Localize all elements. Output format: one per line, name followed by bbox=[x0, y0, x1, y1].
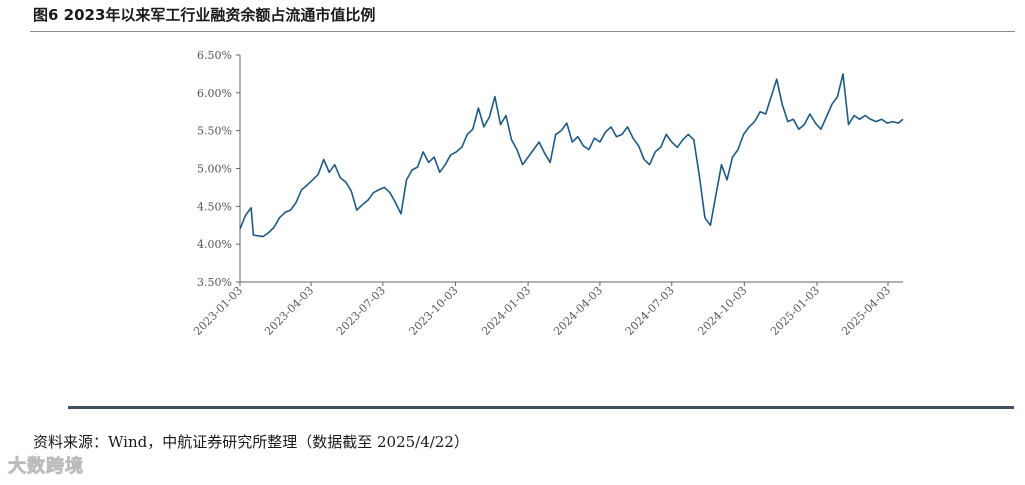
y-tick-label: 3.50% bbox=[197, 276, 232, 289]
y-tick-label: 6.00% bbox=[197, 87, 232, 100]
x-tick-label: 2025-04-03 bbox=[839, 284, 893, 338]
source-note: 资料来源：Wind，中航证券研究所整理（数据截至 2025/4/22） bbox=[33, 433, 469, 451]
line-chart-svg: 3.50% 4.00% 4.50% 5.00% 5.50% 6.00% 6.50% 2023… bbox=[191, 49, 904, 338]
x-tick-label: 2023-04-03 bbox=[262, 284, 316, 338]
chart: 3.50% 4.00% 4.50% 5.00% 5.50% 6.00% 6.50% 2023… bbox=[191, 49, 904, 338]
y-axis: 3.50% 4.00% 4.50% 5.00% 5.50% 6.00% 6.50% bbox=[197, 49, 241, 289]
x-tick-label: 2023-10-03 bbox=[407, 284, 461, 338]
y-tick-label: 4.50% bbox=[197, 200, 232, 213]
y-tick-label: 5.50% bbox=[197, 125, 232, 138]
bottom-divider bbox=[68, 406, 1014, 409]
x-tick-label: 2024-01-03 bbox=[479, 284, 533, 338]
series-line bbox=[239, 73, 904, 238]
y-tick-label: 6.50% bbox=[197, 49, 232, 62]
title-divider bbox=[30, 31, 1015, 32]
x-tick-label: 2024-07-03 bbox=[623, 284, 677, 338]
x-tick-label: 2023-01-03 bbox=[191, 284, 245, 338]
x-tick-label: 2023-07-03 bbox=[334, 284, 388, 338]
x-tick-label: 2024-10-03 bbox=[695, 284, 749, 338]
x-tick-label: 2024-04-03 bbox=[551, 284, 605, 338]
x-tick-label: 2025-01-03 bbox=[768, 284, 822, 338]
y-tick-label: 5.00% bbox=[197, 163, 232, 176]
y-tick-label: 4.00% bbox=[197, 238, 232, 251]
watermark-logo: 大数跨境 bbox=[8, 456, 84, 478]
figure-title: 图6 2023年以来军工行业融资余额占流通市值比例 bbox=[33, 6, 376, 24]
x-axis: 2023-01-03 2023-04-03 2023-07-03 2023-10-03… bbox=[191, 281, 903, 338]
